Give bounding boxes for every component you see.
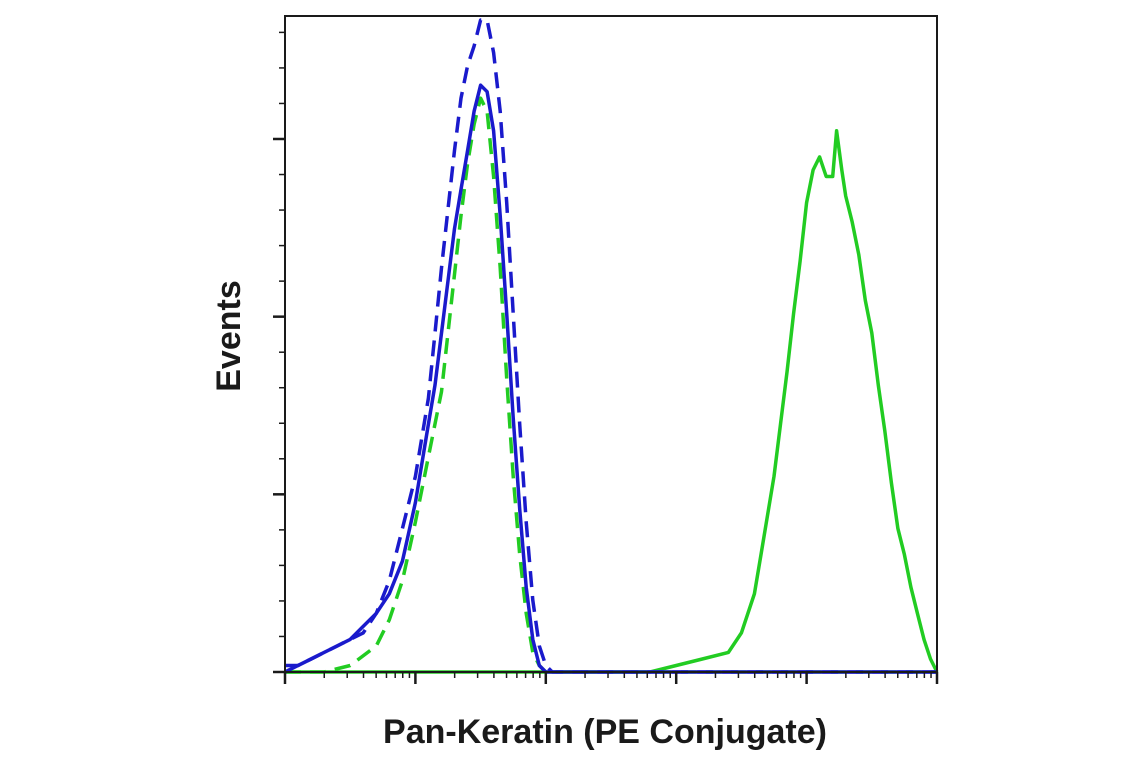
series-line-3 [285,83,937,674]
series-group [284,18,939,674]
x-axis-title: Pan-Keratin (PE Conjugate) [383,713,827,751]
series-line-1 [285,129,939,674]
y-axis-title: Events [210,280,248,392]
series-line-2 [285,96,937,674]
y-axis-ticks [273,31,285,674]
x-axis-ticks [283,672,939,684]
series-line-4 [284,18,937,674]
plot-frame [284,15,938,673]
